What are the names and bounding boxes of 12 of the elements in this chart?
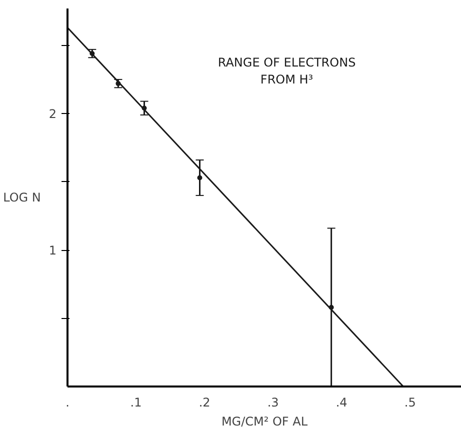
y-axis-title: LOG N: [3, 190, 41, 204]
x-tick-label: .5: [404, 396, 416, 410]
x-tick-label: .4: [336, 396, 348, 410]
point: [197, 175, 202, 180]
y-tick-label: 2: [48, 107, 57, 122]
x-tick-label: .3: [267, 396, 279, 410]
x-tick-label: .: [66, 396, 70, 410]
x-axis-title: MG/CM² OF AL: [221, 414, 308, 428]
x-tick-label: .1: [130, 396, 142, 410]
text: RANGE OF ELECTRONS FROM H³: [218, 55, 356, 86]
x-tick-label: .2: [198, 396, 210, 410]
y-tick-label: 1: [48, 244, 57, 258]
